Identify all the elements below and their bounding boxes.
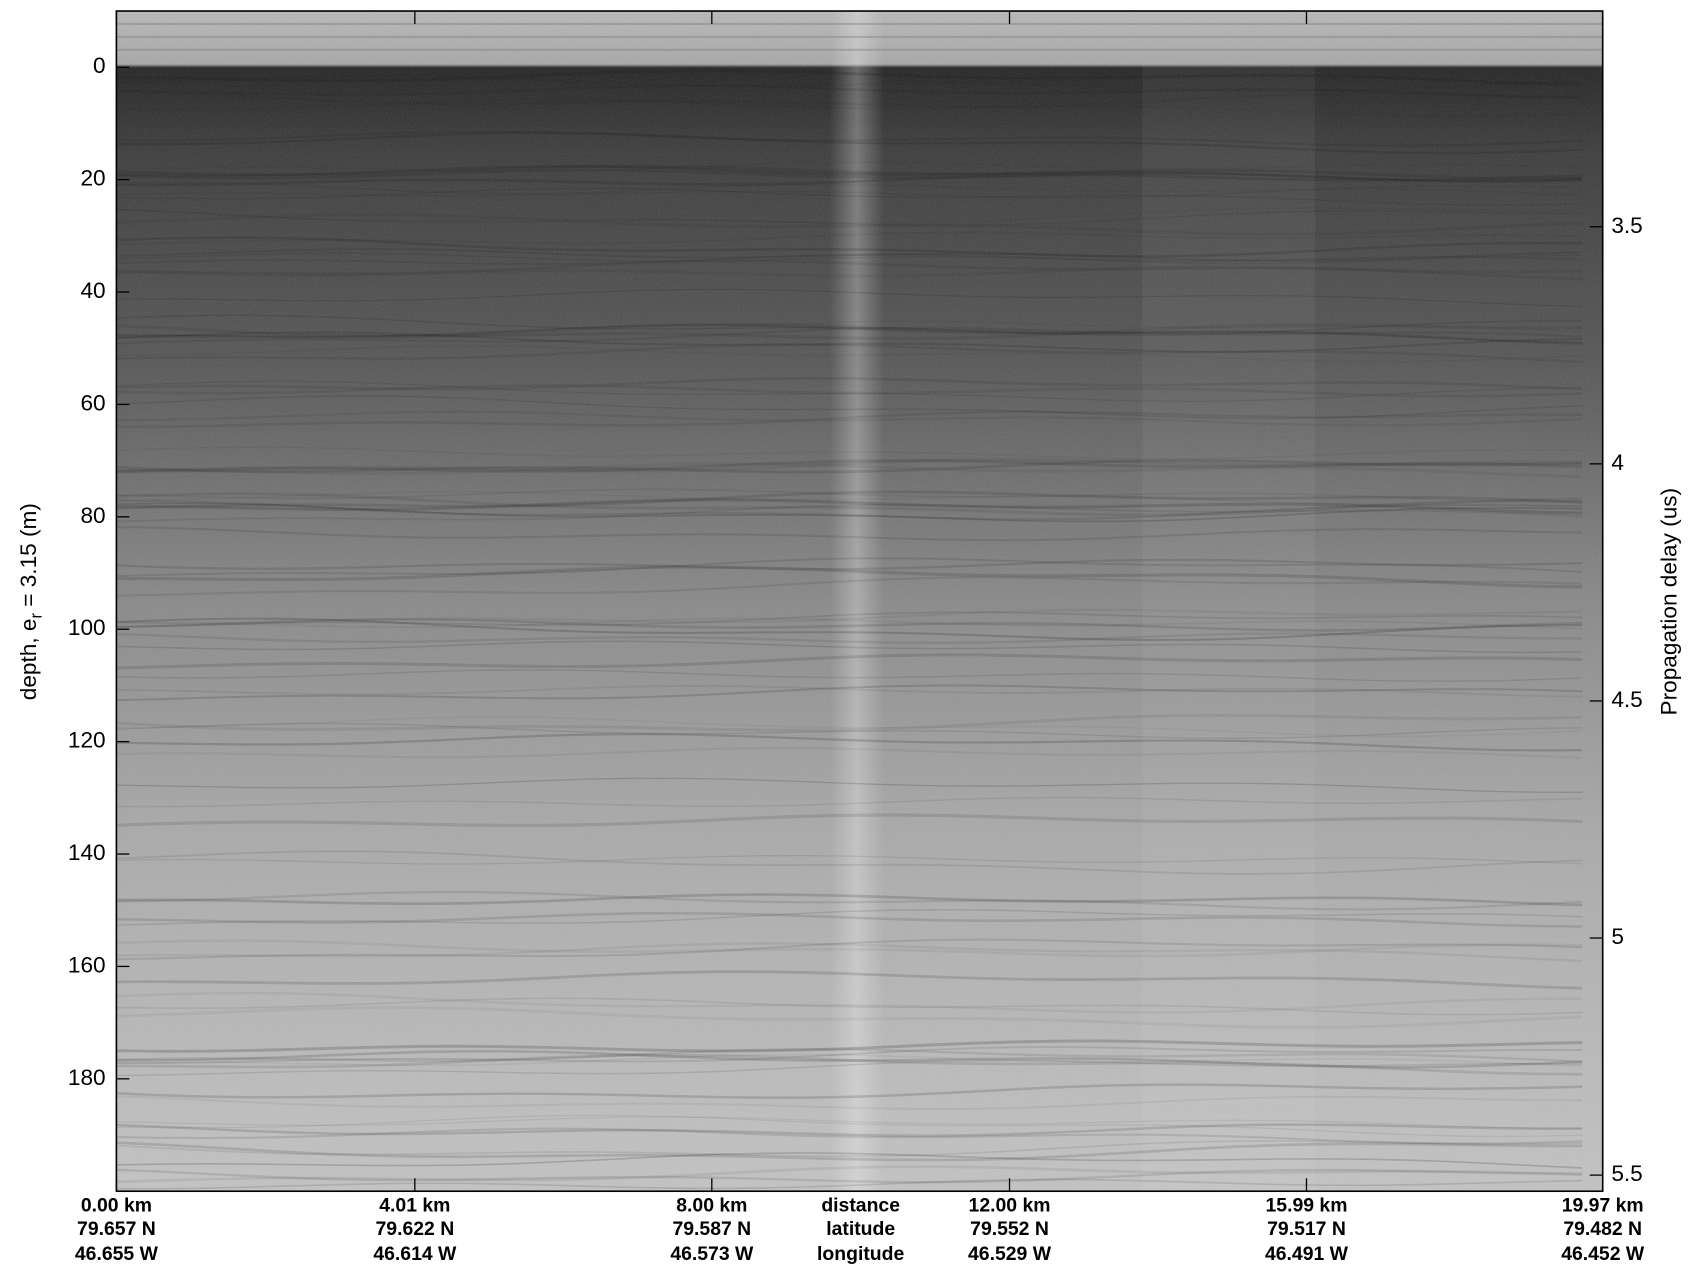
latitude-label: 79.552 N — [970, 1218, 1049, 1240]
y-axis-label: depth, er = 3.15 (m) — [16, 503, 46, 700]
y-label-subscript: r — [28, 612, 46, 618]
latitude-label: 79.517 N — [1267, 1218, 1346, 1240]
longitude-label: 46.452 W — [1561, 1243, 1645, 1265]
y-tick-label: 20 — [80, 166, 105, 191]
x-row-name: latitude — [826, 1218, 895, 1240]
y2-axis-label: Propagation delay (us) — [1657, 488, 1682, 716]
y-tick-label: 80 — [80, 503, 105, 528]
y2-tick-label: 5.5 — [1611, 1161, 1642, 1186]
y-tick-label: 140 — [68, 840, 106, 865]
longitude-label: 46.491 W — [1265, 1243, 1349, 1265]
x-tick-label: 15.99 km — [1266, 1194, 1348, 1216]
y-tick-label: 160 — [68, 952, 106, 977]
x-tick-label: 12.00 km — [969, 1194, 1051, 1216]
plot-frame — [115, 10, 1604, 1193]
latitude-label: 79.622 N — [376, 1218, 455, 1240]
y2-tick-label: 4.5 — [1611, 687, 1642, 712]
longitude-label: 46.614 W — [373, 1243, 457, 1265]
longitude-label: 46.529 W — [968, 1243, 1052, 1265]
y-label-part: = 3.15 (m) — [16, 503, 41, 613]
longitude-label: 46.655 W — [75, 1243, 159, 1265]
latitude-label: 79.482 N — [1563, 1218, 1642, 1240]
y-tick-label: 100 — [68, 615, 106, 640]
x-row-name: distance — [821, 1194, 900, 1216]
y-label-part: depth, e — [16, 618, 41, 700]
y-tick-label: 120 — [68, 728, 106, 753]
x-tick-label: 4.01 km — [379, 1194, 450, 1216]
y-tick-label: 0 — [93, 53, 106, 78]
x-tick-label: 0.00 km — [81, 1194, 152, 1216]
longitude-label: 46.573 W — [670, 1243, 754, 1265]
x-tick-label: 19.97 km — [1562, 1194, 1644, 1216]
y2-tick-label: 3.5 — [1611, 213, 1642, 238]
x-tick-label: 8.00 km — [676, 1194, 747, 1216]
y2-tick-label: 5 — [1611, 924, 1624, 949]
x-row-name: longitude — [817, 1243, 904, 1265]
echogram-image — [116, 11, 1603, 1192]
latitude-label: 79.587 N — [672, 1218, 751, 1240]
y-tick-label: 60 — [80, 390, 105, 415]
y-tick-label: 180 — [68, 1065, 106, 1090]
y-tick-label: 40 — [80, 278, 105, 303]
latitude-label: 79.657 N — [77, 1218, 156, 1240]
y2-tick-label: 4 — [1611, 450, 1624, 475]
